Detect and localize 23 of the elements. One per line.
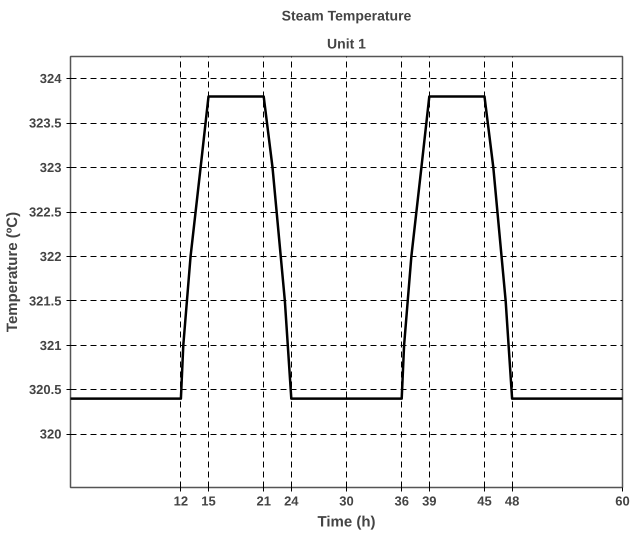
y-axis-title: Temperature (ºC) — [4, 212, 21, 332]
chart-subtitle: Unit 1 — [327, 36, 366, 52]
y-tick-label: 320.5 — [28, 382, 62, 398]
y-tick-label: 321 — [40, 338, 62, 353]
x-tick-label: 15 — [201, 494, 216, 508]
x-axis-title: Time (h) — [317, 514, 376, 530]
y-tick-label: 322 — [40, 248, 62, 264]
y-tick-label: 322.5 — [28, 204, 62, 220]
x-tick-label: 12 — [174, 494, 188, 508]
x-tick-label: 21 — [256, 494, 271, 508]
y-tick-label: 323 — [40, 160, 62, 176]
x-tick-label: 36 — [394, 494, 409, 508]
x-tick-label: 45 — [477, 494, 492, 508]
x-tick-label: 30 — [339, 494, 354, 508]
x-tick-label: 48 — [504, 494, 520, 508]
y-tick-label: 323.5 — [28, 116, 62, 131]
x-tick-label: 60 — [615, 494, 630, 508]
x-tick-label: 24 — [284, 494, 300, 508]
y-tick-label: 321.5 — [28, 293, 62, 308]
chart-title: Steam Temperature — [282, 8, 412, 24]
x-tick-label: 39 — [422, 494, 437, 508]
y-tick-label: 324 — [40, 71, 62, 86]
y-tick-label: 320 — [40, 426, 62, 442]
